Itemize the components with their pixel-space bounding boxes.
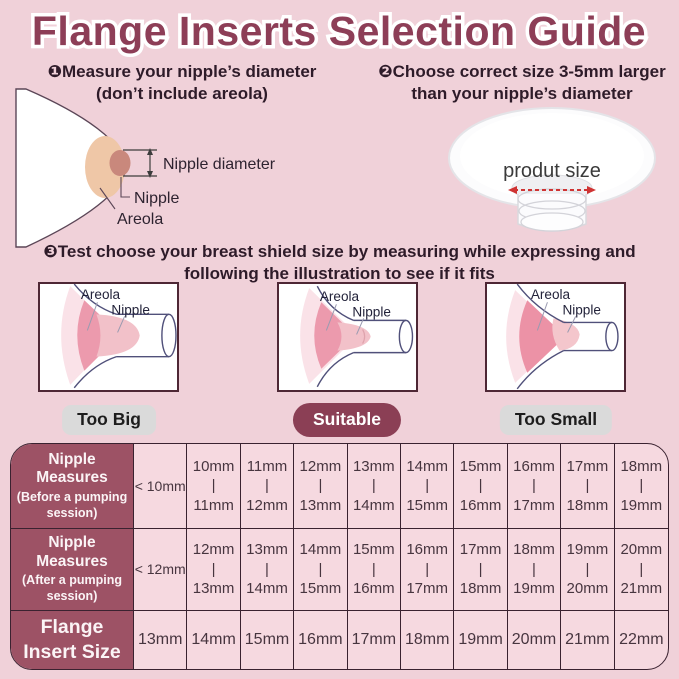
nipple-shape (96, 314, 140, 357)
step1-heading: ❶Measure your nipple’s diameter (don’t i… (14, 61, 350, 105)
flange-insert-diagram: produt size (448, 107, 656, 232)
row-header-subtitle: (After a pumping session) (22, 573, 122, 604)
table-cell: 11mm | 12mm (240, 444, 295, 529)
arrow-up-icon (147, 148, 153, 155)
too-small-illustration: Areola Nipple (506, 284, 619, 390)
table-cell: 20mm | 21mm (614, 529, 668, 611)
too-big-illustration: Areola Nipple (61, 284, 177, 389)
table-cell: 16mm | 17mm (507, 444, 562, 529)
table-cell: 17mm | 18mm (561, 444, 615, 529)
table-cell: 15mm (241, 611, 295, 669)
nipple-label: Nipple (352, 304, 391, 319)
nipple-pointer-line (120, 177, 130, 198)
page-title-art: Flange Inserts Selection Guide (28, 5, 649, 58)
table-cell: 20mm (508, 611, 562, 669)
table-cell: 19mm | 20mm (561, 529, 615, 611)
step1-line2: (don’t include areola) (96, 84, 268, 103)
table-cell: 15mm | 16mm (454, 444, 508, 529)
breast-measure-diagram: Nipple diameter Nipple Areola (15, 88, 276, 248)
nipple-pointer-line (567, 316, 577, 333)
dashed-arrow-icon (508, 186, 596, 194)
table-cell: 18mm (401, 611, 455, 669)
areola-label: Areola (320, 289, 360, 304)
fit-box-suitable: Areola Nipple (277, 282, 418, 392)
areola-wedge-shape (77, 300, 121, 371)
nipple-pointer-line (117, 316, 126, 333)
table-cell: < 12mm (134, 529, 188, 611)
row-header-title: Nipple Measures (36, 534, 108, 570)
step3-line2: following the illustration to see if it … (184, 264, 495, 283)
tunnel-icon (73, 284, 177, 389)
table-cell: 15mm | 16mm (347, 529, 401, 611)
nipple-diameter-label: Nipple diameter (163, 156, 276, 173)
table-cell: 16mm (294, 611, 348, 669)
caption-too-small: Too Small (499, 405, 613, 435)
suitable-illustration: Areola Nipple (300, 285, 414, 388)
areola-shape (85, 136, 125, 198)
nipple-shape (337, 322, 371, 351)
table-cell: 14mm (187, 611, 241, 669)
areola-label: Areola (531, 287, 571, 302)
caption-suitable: Suitable (292, 403, 402, 437)
page-title: Flange Inserts Selection Guide (32, 8, 646, 54)
row-header-after-pumping: Nipple Measures (After a pumping session… (11, 529, 134, 611)
areola-pointer-line (536, 302, 548, 331)
caption-too-big: Too Big (62, 405, 156, 435)
tunnel-icon (516, 284, 619, 390)
row-header-flange-insert-size: Flange Insert Size (11, 611, 134, 669)
step2-line2: than your nipple’s diameter (411, 84, 633, 103)
table-cell: 18mm | 19mm (614, 444, 668, 529)
table-cell: 13mm (134, 611, 188, 669)
step3-line1: ❸Test choose your breast shield size by … (43, 242, 636, 261)
areola-wedge-shape (314, 302, 356, 369)
step2-heading: ❷Choose correct size 3-5mm larger than y… (370, 61, 674, 105)
fit-box-too-small: Areola Nipple (485, 282, 626, 392)
size-table: Nipple Measures (Before a pumping sessio… (10, 443, 669, 670)
table-cell: 19mm (454, 611, 508, 669)
nipple-label: Nipple (111, 302, 150, 317)
table-cell: 12mm | 13mm (294, 444, 348, 529)
table-cell: < 10mm (134, 444, 188, 529)
nipple-shape (552, 318, 580, 351)
table-cell: 22mm (619, 630, 664, 648)
table-cell: 17mm | 18mm (454, 529, 508, 611)
row-header-before-pumping: Nipple Measures (Before a pumping sessio… (11, 444, 134, 529)
nipple-label: Nipple (134, 190, 179, 207)
nipple-pointer-line (356, 318, 365, 335)
nipple-detail-line (362, 329, 366, 344)
step2-line1: ❷Choose correct size 3-5mm larger (378, 62, 666, 81)
step1-line1: ❶Measure your nipple’s diameter (47, 62, 317, 81)
nipple-label: Nipple (562, 302, 601, 317)
row-header-title: Nipple Measures (36, 450, 108, 487)
table-cell: 17mm (348, 611, 401, 669)
areola-pointer-line (86, 302, 98, 331)
areola-pointer-line (325, 304, 337, 331)
table-cell: 13mm | 14mm (347, 444, 401, 529)
table-cell: 18mm | 19mm (507, 529, 562, 611)
areola-label: Areola (81, 287, 121, 302)
fit-box-too-big: Areola Nipple (38, 282, 179, 392)
table-cell: 14mm | 15mm (294, 529, 348, 611)
table-cell: 16mm | 17mm (401, 529, 455, 611)
table-cell: 12mm | 13mm (187, 529, 241, 611)
table-cell: 13mm | 14mm (240, 529, 295, 611)
table-cell: 14mm | 15mm (401, 444, 455, 529)
arrow-down-icon (147, 171, 153, 178)
table-cell: 21mm (561, 611, 615, 669)
step3-heading: ❸Test choose your breast shield size by … (0, 241, 679, 285)
areola-wedge-shape (519, 300, 566, 373)
areola-label: Areola (117, 211, 163, 228)
nipple-shape (109, 150, 131, 176)
row-header-title: Flange Insert Size (23, 615, 121, 663)
areola-pointer-line (99, 187, 116, 210)
product-size-label: produt size (503, 160, 601, 182)
row-header-subtitle: (Before a pumping session) (16, 489, 128, 520)
table-cell: 10mm | 11mm (187, 444, 241, 529)
flange-icon (448, 107, 656, 232)
measure-bracket-icon (123, 149, 157, 177)
